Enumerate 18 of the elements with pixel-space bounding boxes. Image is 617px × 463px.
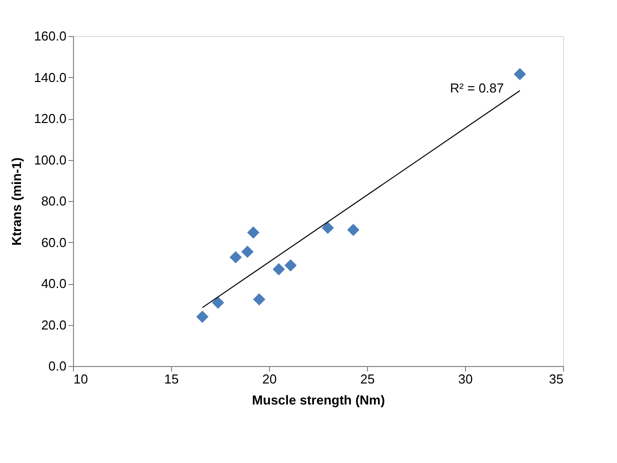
y-tick-label: 40.0 <box>41 276 66 291</box>
y-tick-label: 60.0 <box>41 234 66 250</box>
x-tick-label: 25 <box>360 372 375 386</box>
x-tick-label: 35 <box>549 372 564 386</box>
x-axis-title: Muscle strength (Nm) <box>252 392 385 408</box>
y-tick-label: 160.0 <box>34 28 66 44</box>
x-tick-label: 30 <box>458 372 473 386</box>
annotation: R² = 0.87 <box>450 80 504 96</box>
y-axis-title: Ktrans (min-1) <box>8 157 24 246</box>
y-tick-label: 140.0 <box>34 70 66 85</box>
x-tick-label: 15 <box>164 372 179 386</box>
y-tick-label: 20.0 <box>41 317 66 332</box>
x-tick-label: 10 <box>74 372 88 386</box>
y-tick-label: 100.0 <box>34 152 66 168</box>
y-tick-label: 120.0 <box>34 111 66 126</box>
y-tick-label: 80.0 <box>41 194 66 208</box>
y-tick-label: 0.0 <box>48 358 66 374</box>
x-tick-label: 20 <box>262 372 277 386</box>
